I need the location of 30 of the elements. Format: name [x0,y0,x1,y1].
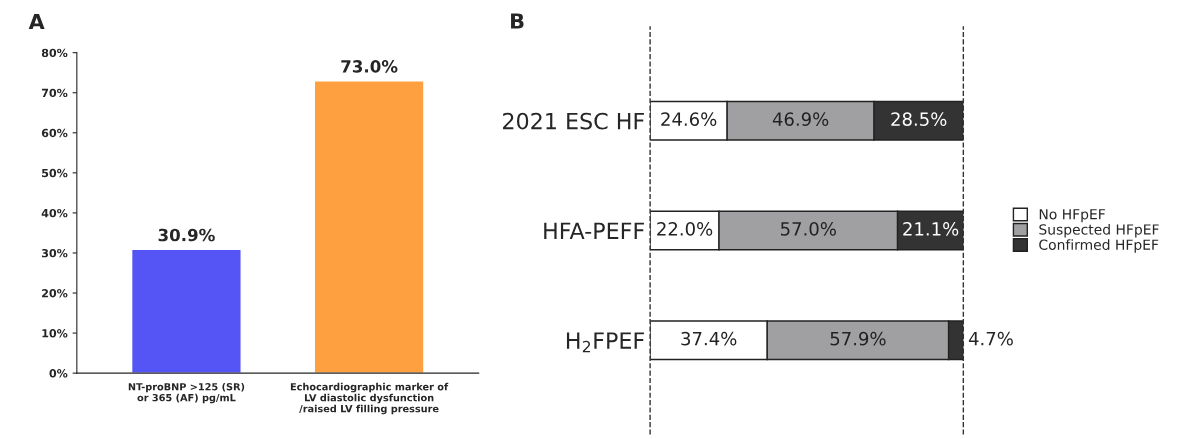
data-label: 30.9% [158,228,215,242]
data-label: 28.5% [891,112,947,126]
data-label: 57.0% [781,222,836,236]
data-label: 73.0% [341,60,398,73]
y-tick-label: 30% [41,248,68,258]
chart-title: B [511,13,524,29]
x-tick-label: Echocardiographic marker of LV diastolic dysfunction /raised LV filling pressure [290,382,449,415]
legend-label: Suspected HFpEF [1039,223,1159,238]
data-label: 22.0% [657,222,713,236]
legend-label: Confirmed HFpEF [1039,239,1159,253]
y-tick-label: 80% [41,48,68,58]
y-tick-label: 70% [41,88,68,98]
data-label: 21.1% [903,222,959,236]
y-tick-label: 2021 ESC HF [503,112,644,130]
data-label: 37.4% [681,331,737,346]
y-tick-label: 50% [42,168,68,178]
y-tick-label: 60% [41,128,68,138]
y-tick-label: 20% [42,289,68,298]
data-label: 4.7% [968,331,1013,346]
x-tick-label: NT-proBNP >125 (SR) or 365 (AF) pg/mL [128,382,245,404]
data-label: 24.6% [661,112,717,126]
y-tick-label: HFA-PEFF [544,222,644,239]
legend-label: No HFpEF [1039,209,1105,223]
data-label: 57.9% [830,331,886,346]
y-tick-label: 10% [42,329,68,338]
y-tick-label: H$_{2}$FPEF [566,332,644,353]
y-tick-label: 0% [49,369,68,378]
y-tick-label: 40% [41,208,68,218]
chart-title: A [28,13,45,30]
data-label: 46.9% [772,112,829,126]
